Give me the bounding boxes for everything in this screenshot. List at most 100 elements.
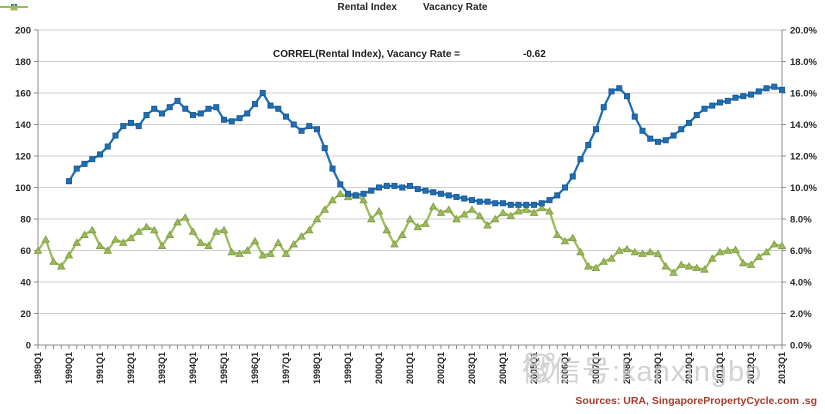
rental-index-point — [143, 112, 150, 119]
source-credit: Sources: URA, SingaporePropertyCycle.com… — [575, 395, 817, 407]
rental-index-point — [670, 132, 677, 139]
rental-index-point — [414, 186, 421, 193]
rental-index-point — [112, 132, 119, 139]
vacancy-rate-point — [452, 214, 461, 223]
vacancy-rate-point — [537, 203, 547, 212]
correlation-annotation-value: -0.62 — [523, 49, 546, 60]
rental-index-point — [461, 195, 468, 202]
rental-index-point — [616, 85, 623, 92]
left-axis-tick-label: 60 — [20, 246, 31, 257]
vacancy-rate-point — [95, 241, 105, 249]
rental-index-point — [531, 201, 538, 208]
rental-index-point — [158, 110, 165, 117]
right-axis-tick-label: 4.0% — [790, 278, 812, 289]
left-axis-tick-label: 120 — [15, 152, 31, 163]
rental-index-point — [624, 93, 631, 100]
vacancy-rate-point — [33, 246, 43, 254]
rental-index-point — [655, 138, 662, 145]
rental-index-point — [127, 119, 134, 126]
rental-index-point — [135, 123, 142, 130]
rental-index-point — [507, 201, 514, 208]
vacancy-rate-point — [72, 238, 82, 246]
x-axis-tick-label: 1990Q1 — [64, 352, 74, 384]
rental-index-point — [166, 104, 173, 111]
vacancy-rate-point — [413, 222, 423, 231]
vacancy-rate-point — [777, 241, 787, 249]
vacancy-rate-point — [204, 241, 213, 249]
x-axis-tick-label: 2001Q1 — [405, 352, 415, 384]
vacancy-rate-point — [669, 268, 678, 276]
vacancy-rate-point — [312, 214, 322, 223]
rental-index-point — [406, 182, 413, 189]
rental-index-point — [562, 184, 569, 191]
rental-index-point — [678, 126, 685, 133]
x-axis-tick-label: 1997Q1 — [281, 352, 291, 384]
right-axis-tick-label: 18.0% — [790, 57, 817, 68]
correlation-annotation-label: CORREL(Rental Index), Vacancy Rate = — [273, 49, 461, 60]
rental-index-point — [639, 127, 646, 134]
left-axis-tick-label: 20 — [20, 309, 31, 320]
vacancy-rate-point — [583, 262, 593, 270]
rental-index-point — [686, 119, 693, 126]
vacancy-rate-point — [506, 211, 516, 220]
right-axis-tick-label: 6.0% — [790, 246, 812, 257]
rental-index-point — [251, 101, 258, 108]
vacancy-rate-point — [692, 263, 702, 272]
rental-index-point — [740, 93, 747, 100]
vacancy-rate-point — [754, 252, 764, 260]
rental-index-point — [763, 85, 770, 92]
vacancy-rate-point — [64, 251, 74, 259]
vacancy-rate-point — [320, 205, 330, 213]
right-axis-tick-label: 8.0% — [790, 215, 812, 226]
x-axis-tick-label: 2009Q1 — [653, 352, 663, 384]
vacancy-rate-point — [196, 238, 206, 246]
rental-index-point — [375, 184, 382, 191]
rental-index-point — [337, 181, 344, 188]
rental-index-point — [484, 198, 491, 205]
rental-index-point — [360, 190, 367, 197]
vacancy-rate-point — [723, 246, 733, 254]
rental-index-point — [748, 91, 755, 98]
x-axis-tick-label: 2002Q1 — [436, 352, 446, 384]
rental-index-point — [174, 97, 181, 104]
rental-index-point — [220, 116, 227, 123]
vacancy-rate-point — [328, 195, 337, 204]
rental-index-point — [290, 121, 297, 128]
rental-index-point — [709, 102, 716, 109]
rental-index-point — [755, 88, 762, 95]
vacancy-rate-point — [769, 240, 779, 248]
vacancy-rate-point — [335, 189, 345, 197]
rental-index-point — [577, 156, 584, 163]
left-axis-tick-label: 140 — [15, 120, 31, 131]
rental-index-point — [81, 160, 88, 167]
rental-index-point — [244, 110, 251, 117]
left-axis-tick-label: 180 — [15, 57, 31, 68]
vacancy-rate-point — [731, 245, 740, 253]
rental-index-point — [608, 88, 615, 95]
rental-index-point — [321, 145, 328, 152]
vacancy-rate-point — [219, 225, 229, 234]
left-axis-tick-label: 160 — [15, 89, 31, 100]
vacancy-rate-point — [281, 249, 291, 257]
vacancy-rate-point — [242, 246, 252, 254]
legend: Rental Index Vacancy Rate — [0, 2, 825, 13]
vacancy-rate-point — [366, 214, 376, 223]
rental-index-point — [499, 200, 506, 207]
vacancy-rate-point — [80, 230, 89, 238]
rental-index-point — [585, 141, 592, 148]
vacancy-rate-point — [514, 206, 523, 215]
vacancy-rate-point — [188, 227, 198, 235]
x-axis-tick-label: 2000Q1 — [374, 352, 384, 384]
rental-index-point — [189, 112, 196, 119]
rental-index-point — [523, 201, 530, 208]
vacancy-rate-point — [622, 244, 632, 253]
rental-index-point — [344, 190, 351, 197]
vacancy-rate-point — [142, 222, 151, 231]
rental-index-point — [724, 97, 731, 104]
legend-label: Vacancy Rate — [422, 2, 488, 13]
rental-index-point — [554, 192, 561, 199]
rental-index-point — [600, 104, 607, 111]
vacancy-rate-point — [149, 225, 159, 234]
rental-index-point — [383, 182, 390, 189]
rental-index-point — [593, 126, 600, 133]
